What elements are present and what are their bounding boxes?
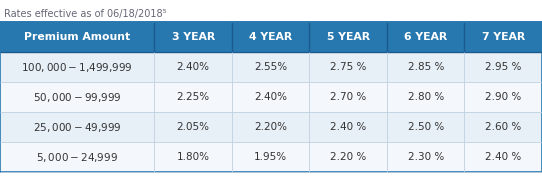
Bar — [309, 82, 387, 112]
Bar — [0, 82, 154, 112]
Bar — [154, 82, 232, 112]
Bar — [309, 142, 387, 172]
Text: 2.70 %: 2.70 % — [330, 92, 366, 102]
Text: 2.20%: 2.20% — [254, 122, 287, 132]
Text: 7 YEAR: 7 YEAR — [482, 32, 525, 42]
Bar — [387, 82, 464, 112]
Text: 1.80%: 1.80% — [177, 152, 210, 162]
Bar — [309, 52, 387, 82]
Text: 2.90 %: 2.90 % — [485, 92, 521, 102]
Text: Premium Amount: Premium Amount — [24, 32, 130, 42]
Text: 2.55%: 2.55% — [254, 62, 287, 72]
Text: 2.80 %: 2.80 % — [408, 92, 444, 102]
Text: $5,000-$24,999: $5,000-$24,999 — [36, 151, 118, 163]
Bar — [464, 142, 542, 172]
Text: 2.40 %: 2.40 % — [330, 122, 366, 132]
Text: 2.40%: 2.40% — [254, 92, 287, 102]
Bar — [0, 112, 154, 142]
Bar — [232, 52, 309, 82]
Bar — [309, 112, 387, 142]
Bar — [0, 22, 154, 52]
Bar — [154, 22, 232, 52]
Text: 2.40 %: 2.40 % — [485, 152, 521, 162]
Text: 2.85 %: 2.85 % — [408, 62, 444, 72]
Text: $25,000-$49,999: $25,000-$49,999 — [33, 120, 121, 134]
Text: Rates effective as of 06/18/2018⁵: Rates effective as of 06/18/2018⁵ — [4, 9, 166, 19]
Bar — [232, 22, 309, 52]
Bar — [232, 142, 309, 172]
Bar — [387, 52, 464, 82]
Text: 2.50 %: 2.50 % — [408, 122, 444, 132]
Text: 2.40%: 2.40% — [177, 62, 210, 72]
Text: 6 YEAR: 6 YEAR — [404, 32, 447, 42]
Text: 2.75 %: 2.75 % — [330, 62, 366, 72]
Bar — [0, 52, 154, 82]
Bar — [154, 112, 232, 142]
Bar — [0, 22, 542, 172]
Text: 2.95 %: 2.95 % — [485, 62, 521, 72]
Bar — [464, 52, 542, 82]
Text: 2.25%: 2.25% — [177, 92, 210, 102]
Bar — [464, 112, 542, 142]
Bar — [232, 82, 309, 112]
Bar — [154, 52, 232, 82]
Bar — [387, 142, 464, 172]
Text: 3 YEAR: 3 YEAR — [172, 32, 215, 42]
Bar — [232, 112, 309, 142]
Bar — [154, 142, 232, 172]
Bar — [0, 142, 154, 172]
Text: 2.60 %: 2.60 % — [485, 122, 521, 132]
Bar — [387, 22, 464, 52]
Bar — [309, 22, 387, 52]
Text: 2.20 %: 2.20 % — [330, 152, 366, 162]
Bar — [464, 82, 542, 112]
Text: 4 YEAR: 4 YEAR — [249, 32, 292, 42]
Text: $50,000-$99,999: $50,000-$99,999 — [33, 90, 121, 104]
Text: 1.95%: 1.95% — [254, 152, 287, 162]
Text: 5 YEAR: 5 YEAR — [327, 32, 370, 42]
Bar — [387, 112, 464, 142]
Text: 2.30 %: 2.30 % — [408, 152, 444, 162]
Bar — [464, 22, 542, 52]
Text: $100,000-$1,499,999: $100,000-$1,499,999 — [21, 60, 133, 74]
Text: 2.05%: 2.05% — [177, 122, 210, 132]
